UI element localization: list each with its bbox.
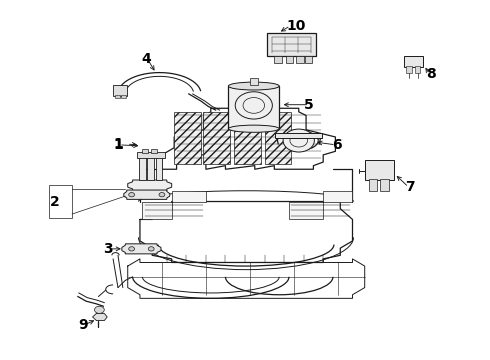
Bar [49,185,72,218]
Bar [267,33,316,56]
Bar [137,152,165,158]
Text: 7: 7 [405,180,415,194]
Circle shape [148,247,154,251]
Text: 2: 2 [49,194,59,208]
Bar [174,112,201,164]
Bar [365,160,394,180]
Bar [234,112,261,164]
Bar [296,55,304,63]
Text: 1: 1 [113,138,123,152]
Bar [115,95,120,98]
Ellipse shape [228,125,279,132]
Circle shape [283,129,315,152]
Circle shape [129,247,135,251]
Text: 6: 6 [332,138,342,152]
Polygon shape [124,190,170,199]
Bar [147,157,154,180]
Polygon shape [289,191,352,220]
Bar [250,78,258,85]
Bar [404,56,423,67]
Bar [265,112,292,164]
Bar [139,157,146,180]
Bar [143,149,148,153]
Polygon shape [128,180,172,191]
Bar [203,112,230,164]
Bar [368,179,377,191]
Bar [122,95,126,98]
Polygon shape [93,314,107,320]
Bar [228,86,279,129]
Bar [113,85,127,96]
Text: 9: 9 [78,318,88,332]
Circle shape [159,193,165,197]
Bar [305,55,313,63]
Text: 3: 3 [103,242,113,256]
Ellipse shape [228,82,279,90]
Polygon shape [122,244,161,254]
Circle shape [95,306,104,314]
Bar [415,66,420,73]
Text: 8: 8 [426,67,436,81]
Text: 4: 4 [142,52,151,66]
Bar [286,55,293,63]
Bar [156,157,162,180]
Text: 1: 1 [113,137,123,151]
Bar [380,179,389,191]
Bar [274,55,282,63]
Bar [151,149,157,153]
Text: 10: 10 [287,19,306,33]
Circle shape [129,193,135,197]
Text: 5: 5 [304,98,314,112]
Bar [406,66,412,73]
Polygon shape [143,191,206,220]
Bar [275,133,322,138]
